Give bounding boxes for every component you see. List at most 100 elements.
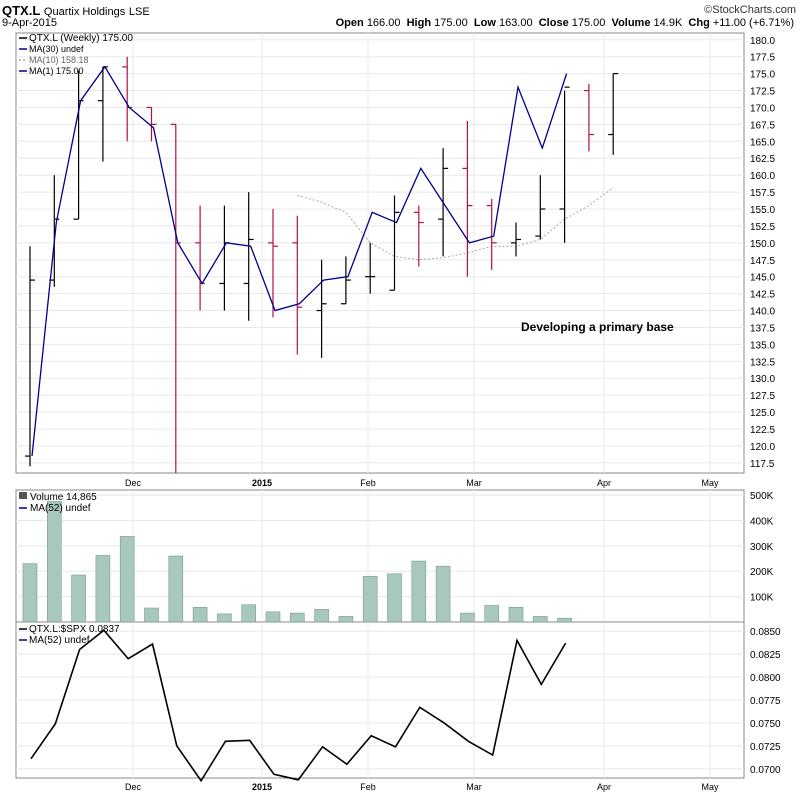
chart-date: 9-Apr-2015: [2, 17, 58, 29]
volume-bar: [362, 576, 378, 623]
volume-label: Volume: [611, 17, 651, 29]
volume-bar: [338, 616, 354, 623]
change-value: +11.00 (+6.71%): [712, 17, 794, 29]
price-legend-label: MA(10) 158.18: [29, 55, 89, 65]
volume-panel-frame: [15, 489, 745, 623]
volume-bar: [460, 612, 475, 623]
volume-bar: [532, 616, 548, 623]
volume-tick-label: 200K: [750, 567, 774, 578]
xaxis-label-top: Dec: [125, 478, 142, 488]
ratio-tick-label: 0.0800: [750, 673, 781, 684]
price-tick-label: 145.0: [750, 273, 775, 284]
xaxis-label-bottom: Feb: [360, 782, 376, 792]
volume-bar: [435, 565, 451, 623]
volume-legend-icon: [19, 492, 27, 499]
price-tick-label: 177.5: [750, 53, 775, 64]
xaxis-label-bottom: Apr: [597, 782, 611, 792]
xaxis-label-top: May: [701, 478, 719, 488]
volume-bar: [22, 563, 38, 623]
open-label: Open: [335, 17, 364, 29]
xaxis-label-top: 2015: [252, 478, 272, 488]
volume-bar: [411, 560, 427, 623]
volume-bar: [192, 606, 208, 623]
volume-tick-label: 500K: [750, 491, 774, 502]
volume-bar: [71, 574, 86, 623]
price-tick-label: 160.0: [750, 171, 775, 182]
xaxis-label-bottom: 2015: [252, 782, 272, 792]
price-tick-label: 130.0: [750, 374, 775, 385]
price-tick-label: 170.0: [750, 103, 775, 114]
exchange-name: LSE: [128, 6, 150, 18]
ratio-tick-label: 0.0750: [750, 719, 781, 730]
volume-bar: [46, 501, 62, 623]
low-value: 163.00: [498, 17, 533, 29]
company-name: Quartix Holdings: [43, 6, 126, 18]
volume-bar: [144, 607, 159, 623]
price-tick-label: 152.5: [750, 222, 775, 233]
brand-watermark: ©StockCharts.com: [704, 4, 796, 16]
volume-tick-label: 300K: [750, 542, 774, 553]
ratio-tick-label: 0.0775: [750, 696, 781, 707]
volume-bar: [265, 611, 281, 623]
volume-bar: [484, 605, 500, 623]
price-tick-label: 150.0: [750, 239, 775, 250]
ratio-tick-label: 0.0825: [750, 650, 781, 661]
open-value: 166.00: [366, 17, 401, 29]
ratio-line: [30, 629, 567, 783]
price-tick-label: 127.5: [750, 391, 775, 402]
xaxis-label-top: Mar: [466, 478, 482, 488]
volume-bar: [217, 613, 232, 623]
xaxis-label-bottom: Mar: [466, 782, 482, 792]
ma10-line: [297, 187, 614, 261]
volume-bar: [387, 573, 402, 623]
price-legend-label: QTX.L (Weekly) 175.00: [29, 33, 133, 44]
price-panel-frame: [15, 32, 745, 474]
volume-bar: [314, 609, 329, 623]
price-tick-label: 147.5: [750, 256, 775, 267]
price-tick-label: 135.0: [750, 340, 775, 351]
volume-bar: [557, 617, 572, 623]
ratio-legend-label: QTX.L:$SPX 0.0837: [29, 624, 120, 635]
xaxis-label-bottom: May: [701, 782, 719, 792]
price-tick-label: 180.0: [750, 36, 775, 47]
close-value: 175.00: [571, 17, 606, 29]
ratio-tick-label: 0.0725: [750, 742, 781, 753]
price-tick-label: 175.0: [750, 70, 775, 81]
xaxis-label-top: Apr: [597, 478, 611, 488]
price-legend-label: MA(30) undef: [29, 44, 84, 54]
price-tick-label: 125.0: [750, 408, 775, 419]
price-tick-label: 157.5: [750, 188, 775, 199]
price-tick-label: 140.0: [750, 307, 775, 318]
price-legend-label: MA(1) 175.00: [29, 66, 84, 76]
volume-bar: [95, 555, 111, 623]
ratio-tick-label: 0.0700: [750, 765, 781, 776]
price-tick-label: 165.0: [750, 137, 775, 148]
volume-legend-label: MA(52) undef: [30, 503, 91, 514]
chart-annotation: Developing a primary base: [521, 320, 674, 334]
price-tick-label: 122.5: [750, 425, 775, 436]
high-label: High: [406, 17, 432, 29]
volume-tick-label: 100K: [750, 593, 774, 604]
xaxis-label-bottom: Dec: [125, 782, 142, 792]
price-tick-label: 142.5: [750, 290, 775, 301]
price-tick-label: 117.5: [750, 459, 775, 470]
price-tick-label: 137.5: [750, 323, 775, 334]
price-tick-label: 162.5: [750, 154, 775, 165]
ratio-tick-label: 0.0850: [750, 627, 781, 638]
price-tick-label: 155.0: [750, 205, 775, 216]
volume-tick-label: 400K: [750, 516, 774, 527]
volume-value: 14.9K: [653, 17, 683, 29]
change-label: Chg: [688, 17, 710, 29]
price-tick-label: 132.5: [750, 357, 775, 368]
ratio-legend-label: MA(52) undef: [29, 635, 90, 646]
ma1-line: [31, 65, 568, 457]
volume-bar: [508, 606, 524, 623]
chart-symbol-line: QTX.L Quartix Holdings LSE: [2, 3, 150, 18]
high-value: 175.00: [434, 17, 468, 29]
ohlc-summary: Open 166.00 High 175.00 Low 163.00 Close…: [336, 17, 794, 29]
volume-bar: [168, 555, 184, 623]
volume-bar: [289, 612, 305, 623]
low-label: Low: [473, 17, 496, 29]
xaxis-label-top: Feb: [360, 478, 376, 488]
